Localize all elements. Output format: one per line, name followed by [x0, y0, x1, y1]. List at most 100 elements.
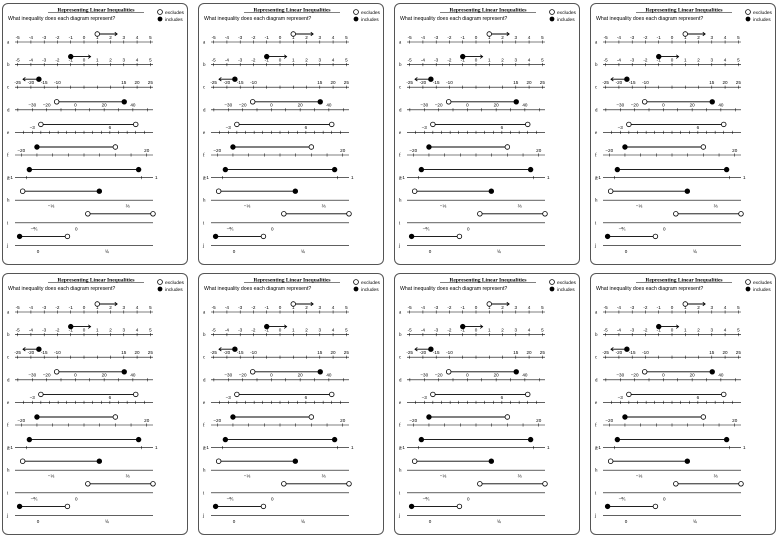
tick-label: 0 — [75, 496, 78, 501]
tick-label: 4 — [528, 305, 531, 310]
tick-label: 3 — [711, 327, 714, 332]
tick-label: -5 — [408, 35, 413, 40]
tick-label: 5 — [737, 305, 740, 310]
arrow-head-icon — [675, 324, 680, 329]
tick-label: -2 — [55, 327, 60, 332]
tick-label: -1 — [265, 305, 270, 310]
legend-open-label: excludes — [557, 280, 577, 286]
tick-label: −20 — [17, 148, 25, 153]
tick-label: -3 — [42, 57, 47, 62]
number-line-row-f: f −20 20 — [595, 414, 741, 429]
closed-circle-icon — [745, 286, 751, 292]
tick-label: 6 — [305, 125, 308, 130]
tick-label: -2 — [251, 305, 256, 310]
card-title: Representing Linear Inequalities — [449, 278, 526, 284]
closed-endpoint — [68, 323, 74, 330]
row-label: b — [203, 333, 206, 338]
closed-endpoint — [331, 436, 338, 443]
row-label: f — [399, 154, 401, 159]
tick-label: 0 — [279, 305, 282, 310]
tick-label: ⅚ — [105, 249, 110, 254]
tick-label: -25 — [14, 350, 21, 355]
tick-label: 20 — [102, 103, 108, 108]
row-label: f — [203, 424, 205, 429]
tick-label: 20 — [536, 418, 542, 423]
tick-label: -25 — [602, 80, 609, 85]
closed-endpoint — [513, 369, 519, 375]
open-endpoint — [700, 144, 707, 150]
closed-endpoint — [460, 323, 466, 330]
tick-label: 1 — [292, 57, 295, 62]
tick-label: 0 — [279, 35, 282, 40]
number-line-row-d: d −30 −20 0 20 40 — [7, 99, 153, 113]
number-line-row-h: h −⅓ ⅔ — [595, 188, 741, 209]
closed-endpoint — [212, 503, 219, 510]
row-label: j — [6, 244, 8, 249]
row-label: d — [595, 378, 598, 383]
tick-label: 0 — [475, 35, 478, 40]
open-endpoint — [329, 121, 335, 128]
tick-label: −3 — [226, 125, 232, 130]
arrow-head-icon — [479, 54, 484, 59]
card-title: Representing Linear Inequalities — [645, 8, 722, 14]
open-endpoint — [542, 481, 548, 487]
tick-label: -4 — [29, 35, 34, 40]
tick-label: 20 — [144, 148, 150, 153]
row-label: g — [399, 446, 402, 451]
number-line-row-g: g−1 1 — [399, 166, 550, 181]
tick-label: 1 — [547, 445, 550, 450]
number-line-row-e: e −3 6 — [399, 121, 545, 136]
legend-closed-label: includes — [753, 17, 771, 23]
row-label: b — [7, 63, 10, 68]
tick-label: 4 — [332, 327, 335, 332]
tick-label: -15 — [433, 350, 440, 355]
tick-label: -1 — [69, 57, 74, 62]
tick-label: 6 — [697, 395, 700, 400]
tick-label: 2 — [305, 57, 308, 62]
tick-label: 15 — [513, 80, 519, 85]
card-canvas: Representing Linear Inequalities What ine… — [398, 8, 577, 254]
tick-label: 40 — [522, 103, 528, 108]
closed-circle-icon — [157, 16, 163, 22]
tick-label: -20 — [224, 80, 231, 85]
number-line-row-c: c -25 -20 -15 -10 15 20 25 — [399, 76, 545, 91]
number-line-row-h: h −⅓ ⅔ — [399, 188, 545, 209]
tick-label: ⅔ — [126, 204, 130, 209]
tick-label: −20 — [435, 103, 443, 108]
number-line-row-g: g−1 1 — [203, 166, 354, 181]
tick-label: 3 — [123, 327, 126, 332]
tick-label: -3 — [238, 35, 243, 40]
question-text: What inequality does each diagram repres… — [8, 286, 115, 292]
tick-label: 2 — [697, 305, 700, 310]
question-text: What inequality does each diagram repres… — [400, 286, 507, 292]
tick-label: 25 — [344, 350, 350, 355]
tick-label: −3 — [422, 395, 428, 400]
number-line-row-d: d −30 −20 0 20 40 — [203, 99, 349, 113]
arrow-head-icon — [283, 324, 288, 329]
legend-closed-label: includes — [361, 17, 379, 23]
row-label: a — [399, 41, 402, 46]
row-label: a — [399, 311, 402, 316]
row-label: f — [399, 424, 401, 429]
open-endpoint — [525, 121, 531, 128]
card-title: Representing Linear Inequalities — [57, 278, 134, 284]
arrow-head-icon — [675, 54, 680, 59]
tick-label: -1 — [69, 35, 74, 40]
tick-label: 0 — [625, 249, 628, 254]
open-endpoint — [486, 301, 492, 307]
row-label: f — [595, 424, 597, 429]
row-label: b — [7, 333, 10, 338]
number-line-row-b: b -5 -4 -3 -2 -1 0 1 2 3 4 5 — [203, 323, 349, 338]
tick-label: 4 — [136, 35, 139, 40]
closed-endpoint — [428, 76, 434, 82]
open-endpoint — [607, 188, 614, 194]
arrow-head-icon — [87, 54, 92, 59]
tick-label: 0 — [83, 35, 86, 40]
row-label: h — [399, 199, 402, 204]
row-label: a — [7, 311, 10, 316]
closed-endpoint — [656, 53, 662, 60]
tick-label: -10 — [250, 350, 257, 355]
open-endpoint — [150, 211, 156, 217]
closed-endpoint — [96, 458, 103, 464]
tick-label: -20 — [28, 80, 35, 85]
